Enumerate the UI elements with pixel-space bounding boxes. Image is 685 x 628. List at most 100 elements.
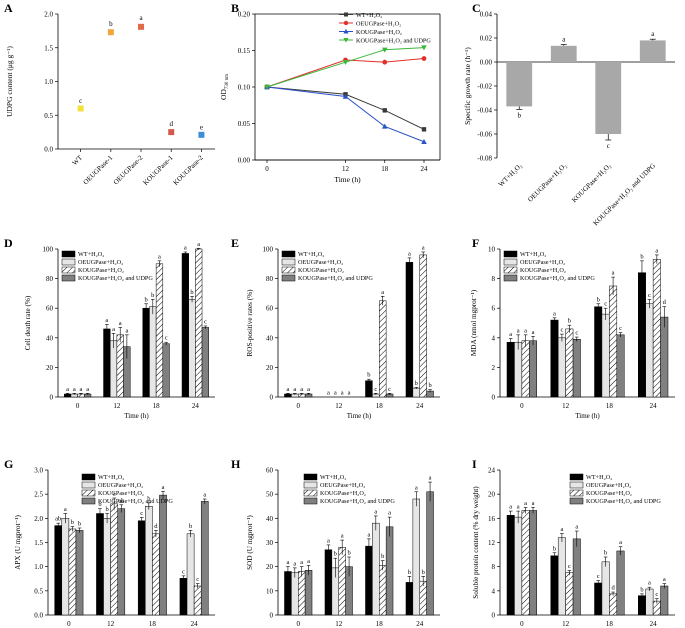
x-tick-label: OEUGPase-1 [82,153,115,186]
legend-swatch [569,489,584,497]
significance-letter: c [196,576,199,583]
legend-swatch [61,258,76,266]
bar [145,506,153,616]
bar [609,593,618,616]
significance-letter: a [341,533,344,540]
significance-letter: a [367,531,370,538]
significance-letter: c [388,386,391,393]
significance-letter: c [568,563,571,570]
y-tick-label: 2.5 [34,491,43,499]
bar [142,307,150,398]
significance-letter: a [560,526,563,533]
significance-letter: c [182,568,185,575]
significance-letter: a [619,539,622,546]
significance-letter: b [334,551,337,558]
x-tick-label: 18 [606,402,614,410]
panel-letter: A [4,1,13,15]
y-tick-label: -0.04 [477,107,492,115]
legend-swatch [303,473,318,481]
bar [155,263,164,398]
legend-label: KOUGPase+H₂O₂ and UDPG [98,498,173,505]
bar [103,328,111,398]
bar [186,533,195,616]
significance-letter: a [300,559,303,566]
x-tick-label: 12 [335,620,343,628]
data-marker [342,93,349,99]
data-marker [421,138,427,144]
legend-label: KOUGPase+H₂O₂ [520,267,566,274]
bar [188,299,196,398]
legend-label: WT+H₂O₂ [98,474,124,481]
x-tick-label: WT+H₂O₂ [497,161,524,188]
y-axis-label: SOD (U mgprot⁻¹) [246,515,254,570]
data-marker [381,123,388,129]
significance-letter: a [64,506,67,513]
y-tick-label: 24 [488,467,496,475]
y-tick-label: 0.10 [238,84,251,92]
bar [96,513,104,616]
significance-letter: ab [55,516,61,523]
legend-label: KOUGPase+H₂O₂ [356,29,402,36]
y-tick-label: 3.0 [34,467,43,475]
y-tick-label: 1.5 [34,539,43,547]
bar [652,259,661,398]
y-tick-label: 0 [492,394,496,402]
panel-A: 0.0 0.5 1.0 1.5 2.0 A UDPG content (μg g⁻¹) c WT… [4,1,215,187]
x-tick-label: 18 [376,620,384,628]
bar [645,588,654,616]
legend-swatch [81,481,96,489]
x-tick-label: 0 [520,402,524,410]
legend-swatch [81,489,96,497]
significance-letter: c [165,335,168,342]
significance-letter: a [119,320,122,327]
y-axis-label: OD730 nm [219,74,230,100]
bar [529,340,537,398]
bar [412,387,420,398]
significance-letter: ab [118,497,124,504]
y-tick-label: 40 [46,334,54,342]
significance-letter: a [408,250,411,257]
bar [419,254,427,398]
y-tick-label: 0.00 [238,157,251,165]
significance-letter: b [347,550,350,557]
legend-swatch [569,473,584,481]
y-tick-label: 1.0 [44,78,53,86]
legend-marker [343,38,349,43]
significance-letter: a [415,484,418,491]
legend-swatch [569,497,584,505]
significance-letter: a [307,386,310,393]
bar [645,303,654,398]
bar [200,501,209,616]
significance-letter: a [334,390,337,397]
significance-letter: b [189,523,192,530]
legend-swatch [61,266,76,274]
x-tick-label: 12 [562,620,570,628]
x-tick-label: KOUGPase-2 [172,153,206,187]
y-tick-label: 60 [46,305,54,313]
significance-letter: a [293,386,296,393]
significance-letter: b [109,20,113,28]
bar [572,538,581,616]
x-tick-label: 12 [342,165,350,173]
significance-letter: a [327,537,330,544]
significance-letter: a [286,386,289,393]
bar [660,585,669,616]
bar [54,525,63,616]
legend-swatch [81,497,96,505]
bar [601,561,610,616]
y-tick-label: 20 [46,364,54,372]
significance-letter: b [640,586,643,593]
bar [506,341,515,398]
y-tick-label: 0.02 [480,35,493,43]
significance-letter: a [655,247,658,254]
y-tick-label: 20 [266,563,274,571]
series-line [266,47,425,88]
significance-letter: b [408,569,411,576]
significance-letter: a [300,386,303,393]
significance-letter: b [415,380,418,387]
y-tick-label: 0 [50,394,54,402]
panel-C: -0.08 -0.06 -0.04 -0.02 0.00 0.02 0.04C Specifi… [463,1,675,227]
y-tick-label: 4 [492,334,496,342]
